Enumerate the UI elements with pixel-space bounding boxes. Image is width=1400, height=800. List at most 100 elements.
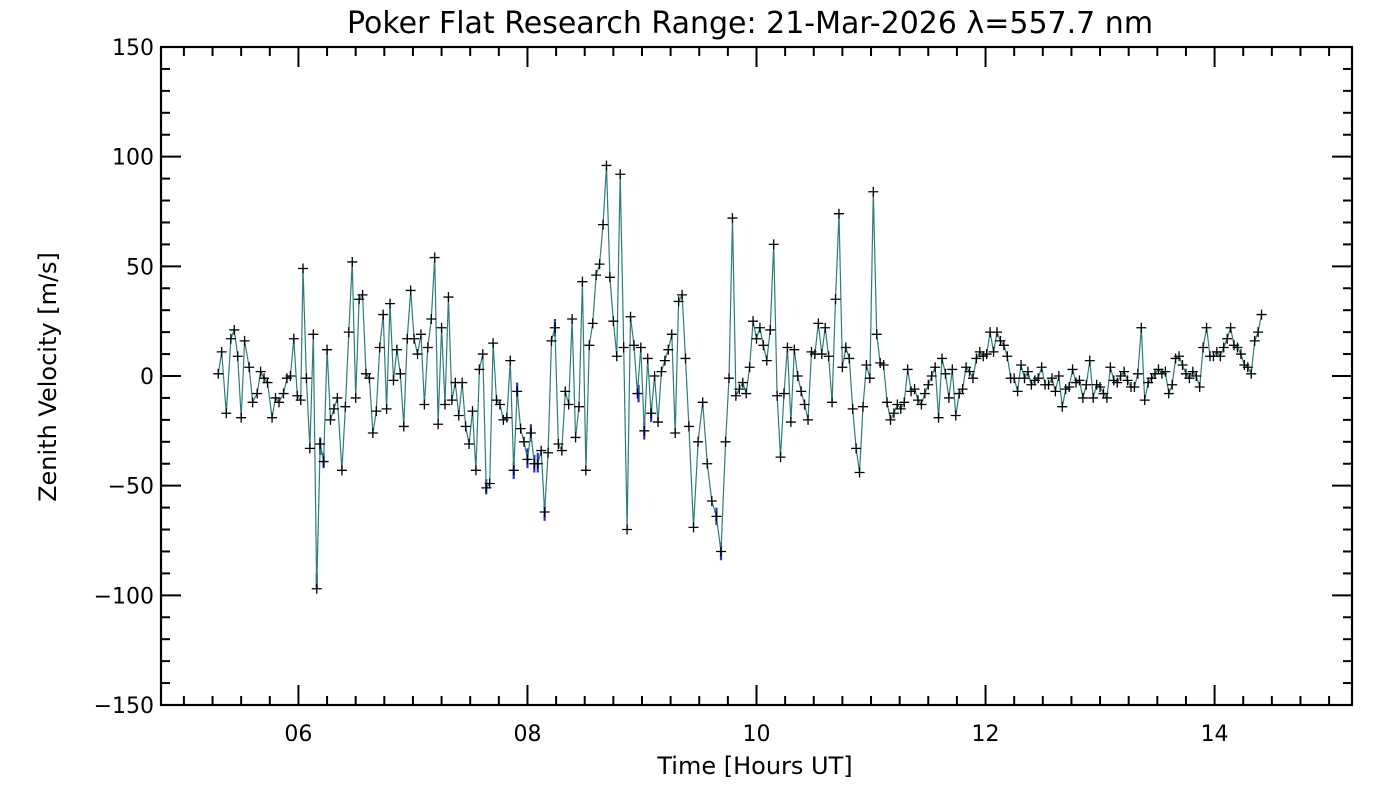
data-point-marker: [820, 322, 831, 333]
x-tick-label: 14: [1201, 722, 1229, 747]
data-point-marker: [405, 285, 416, 296]
data-point-marker: [273, 397, 284, 408]
data-point-marker: [840, 342, 851, 353]
data-point-marker: [229, 324, 240, 335]
data-point-marker: [587, 318, 598, 329]
data-point-marker: [882, 397, 893, 408]
data-point-marker: [1177, 360, 1188, 371]
data-point-marker: [991, 327, 1002, 338]
data-point-marker: [642, 353, 653, 364]
data-point-marker: [1036, 362, 1047, 373]
data-point-marker: [232, 351, 243, 362]
data-point-marker: [1167, 379, 1178, 390]
data-point-marker: [391, 344, 402, 355]
data-point-marker: [567, 313, 578, 324]
x-tick-label: 12: [972, 722, 1000, 747]
data-point-marker: [737, 377, 748, 388]
data-point-marker: [706, 496, 717, 507]
series-line: [217, 165, 1263, 589]
data-point-marker: [1215, 351, 1226, 362]
data-point-marker: [1225, 322, 1236, 333]
data-point-marker: [1191, 371, 1202, 381]
data-point-marker: [501, 412, 512, 423]
data-point-marker: [553, 438, 564, 449]
data-point-marker: [426, 313, 437, 324]
data-point-marker: [546, 335, 557, 346]
data-point-marker: [923, 379, 934, 390]
data-point-marker: [267, 412, 278, 423]
data-point-marker: [937, 353, 948, 364]
y-tick-label: 150: [112, 36, 154, 61]
data-point-marker: [632, 388, 643, 399]
data-point-marker: [239, 335, 250, 346]
data-point-marker: [782, 342, 793, 353]
data-point-marker: [436, 322, 447, 333]
data-point-marker: [591, 270, 602, 281]
data-point-marker: [464, 438, 475, 449]
data-point-marker: [720, 436, 731, 447]
data-markers: [213, 160, 1267, 594]
data-point-marker: [508, 465, 519, 476]
data-point-marker: [488, 338, 499, 349]
data-point-marker: [467, 406, 478, 417]
data-point-marker: [964, 366, 975, 377]
data-point-marker: [635, 342, 646, 353]
data-point-marker: [919, 388, 930, 399]
data-point-marker: [933, 412, 944, 423]
data-point-marker: [730, 390, 741, 401]
data-point-marker: [844, 353, 855, 364]
data-point-marker: [221, 408, 232, 419]
data-point-marker: [367, 428, 378, 439]
data-point-marker: [1067, 364, 1078, 375]
data-point-marker: [823, 351, 834, 362]
data-point-marker: [374, 342, 385, 353]
data-point-marker: [943, 392, 954, 403]
data-point-marker: [971, 353, 982, 364]
data-point-marker: [371, 406, 382, 417]
data-point-marker: [381, 403, 392, 414]
data-point-marker: [772, 390, 783, 401]
data-point-marker: [1002, 351, 1013, 362]
y-tick-label: 100: [112, 146, 154, 171]
data-point-marker: [1132, 368, 1143, 379]
data-point-marker: [902, 364, 913, 375]
data-point-marker: [871, 329, 882, 340]
data-point-marker: [659, 355, 670, 366]
data-point-marker: [570, 432, 581, 443]
data-point-marker: [1249, 335, 1260, 346]
data-point-marker: [888, 408, 899, 419]
data-point-marker: [622, 524, 633, 535]
data-point-marker: [311, 583, 322, 594]
data-point-marker: [930, 362, 941, 373]
data-point-marker: [505, 355, 516, 366]
data-point-marker: [649, 371, 660, 381]
chart-title: Poker Flat Research Range: 21-Mar-2026 λ…: [347, 6, 1153, 41]
data-point-marker: [395, 368, 406, 379]
data-point-marker: [778, 388, 789, 399]
data-point-marker: [940, 368, 951, 379]
data-point-marker: [1194, 381, 1205, 392]
data-point-marker: [443, 292, 454, 303]
data-point-marker: [957, 384, 968, 395]
data-point-marker: [244, 362, 255, 373]
data-point-marker: [1184, 373, 1195, 384]
data-point-marker: [1218, 342, 1229, 353]
data-point-marker: [864, 373, 875, 384]
data-point-marker: [816, 349, 827, 360]
error-bars: [315, 318, 723, 589]
data-point-marker: [981, 349, 992, 360]
data-point-marker: [799, 399, 810, 410]
data-point-marker: [440, 399, 451, 410]
data-point-marker: [656, 366, 667, 377]
data-point-marker: [429, 252, 440, 263]
data-point-marker: [584, 340, 595, 351]
data-point-marker: [666, 329, 677, 340]
data-point-marker: [895, 403, 906, 414]
axis-tick-labels: −150 −100 −50 0 50 100 150 06 08 10 12 14: [94, 36, 1229, 747]
axis-ticks: [161, 46, 1352, 706]
x-axis-label: Time [Hours UT]: [656, 752, 852, 780]
data-point-marker: [1253, 327, 1264, 338]
data-point-marker: [216, 346, 227, 357]
data-point-marker: [318, 456, 329, 467]
data-point-marker: [580, 465, 591, 476]
